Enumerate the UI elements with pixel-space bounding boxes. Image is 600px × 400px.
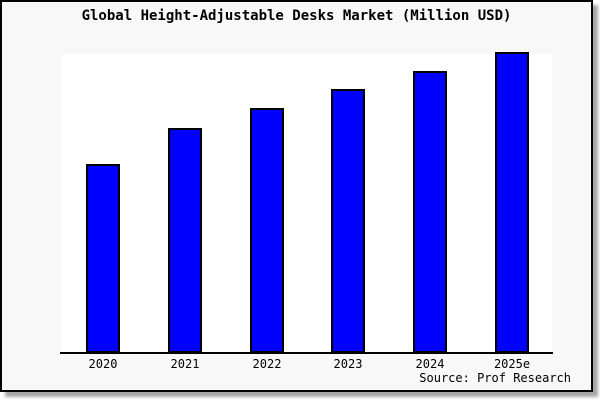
x-tick-label-2023: 2023 [333,357,363,371]
x-tick-label-2022: 2022 [252,357,282,371]
bar-2021 [168,128,202,353]
x-axis-line [60,352,553,354]
bar-2020 [86,164,120,353]
bar-2022 [250,108,284,353]
x-tick-label-2020: 2020 [88,357,118,371]
source-text: Source: Prof Research [419,371,571,385]
x-tick-label-2021: 2021 [170,357,200,371]
x-tick-label-2025e: 2025e [493,357,531,371]
bar-2023 [331,89,365,353]
chart-border-box: Global Height-Adjustable Desks Market (M… [0,0,593,392]
chart-title: Global Height-Adjustable Desks Market (M… [81,8,512,24]
plot-area [62,54,552,353]
bar-2025e [495,52,529,353]
bar-2024 [413,71,447,353]
x-tick-label-2024: 2024 [415,357,445,371]
